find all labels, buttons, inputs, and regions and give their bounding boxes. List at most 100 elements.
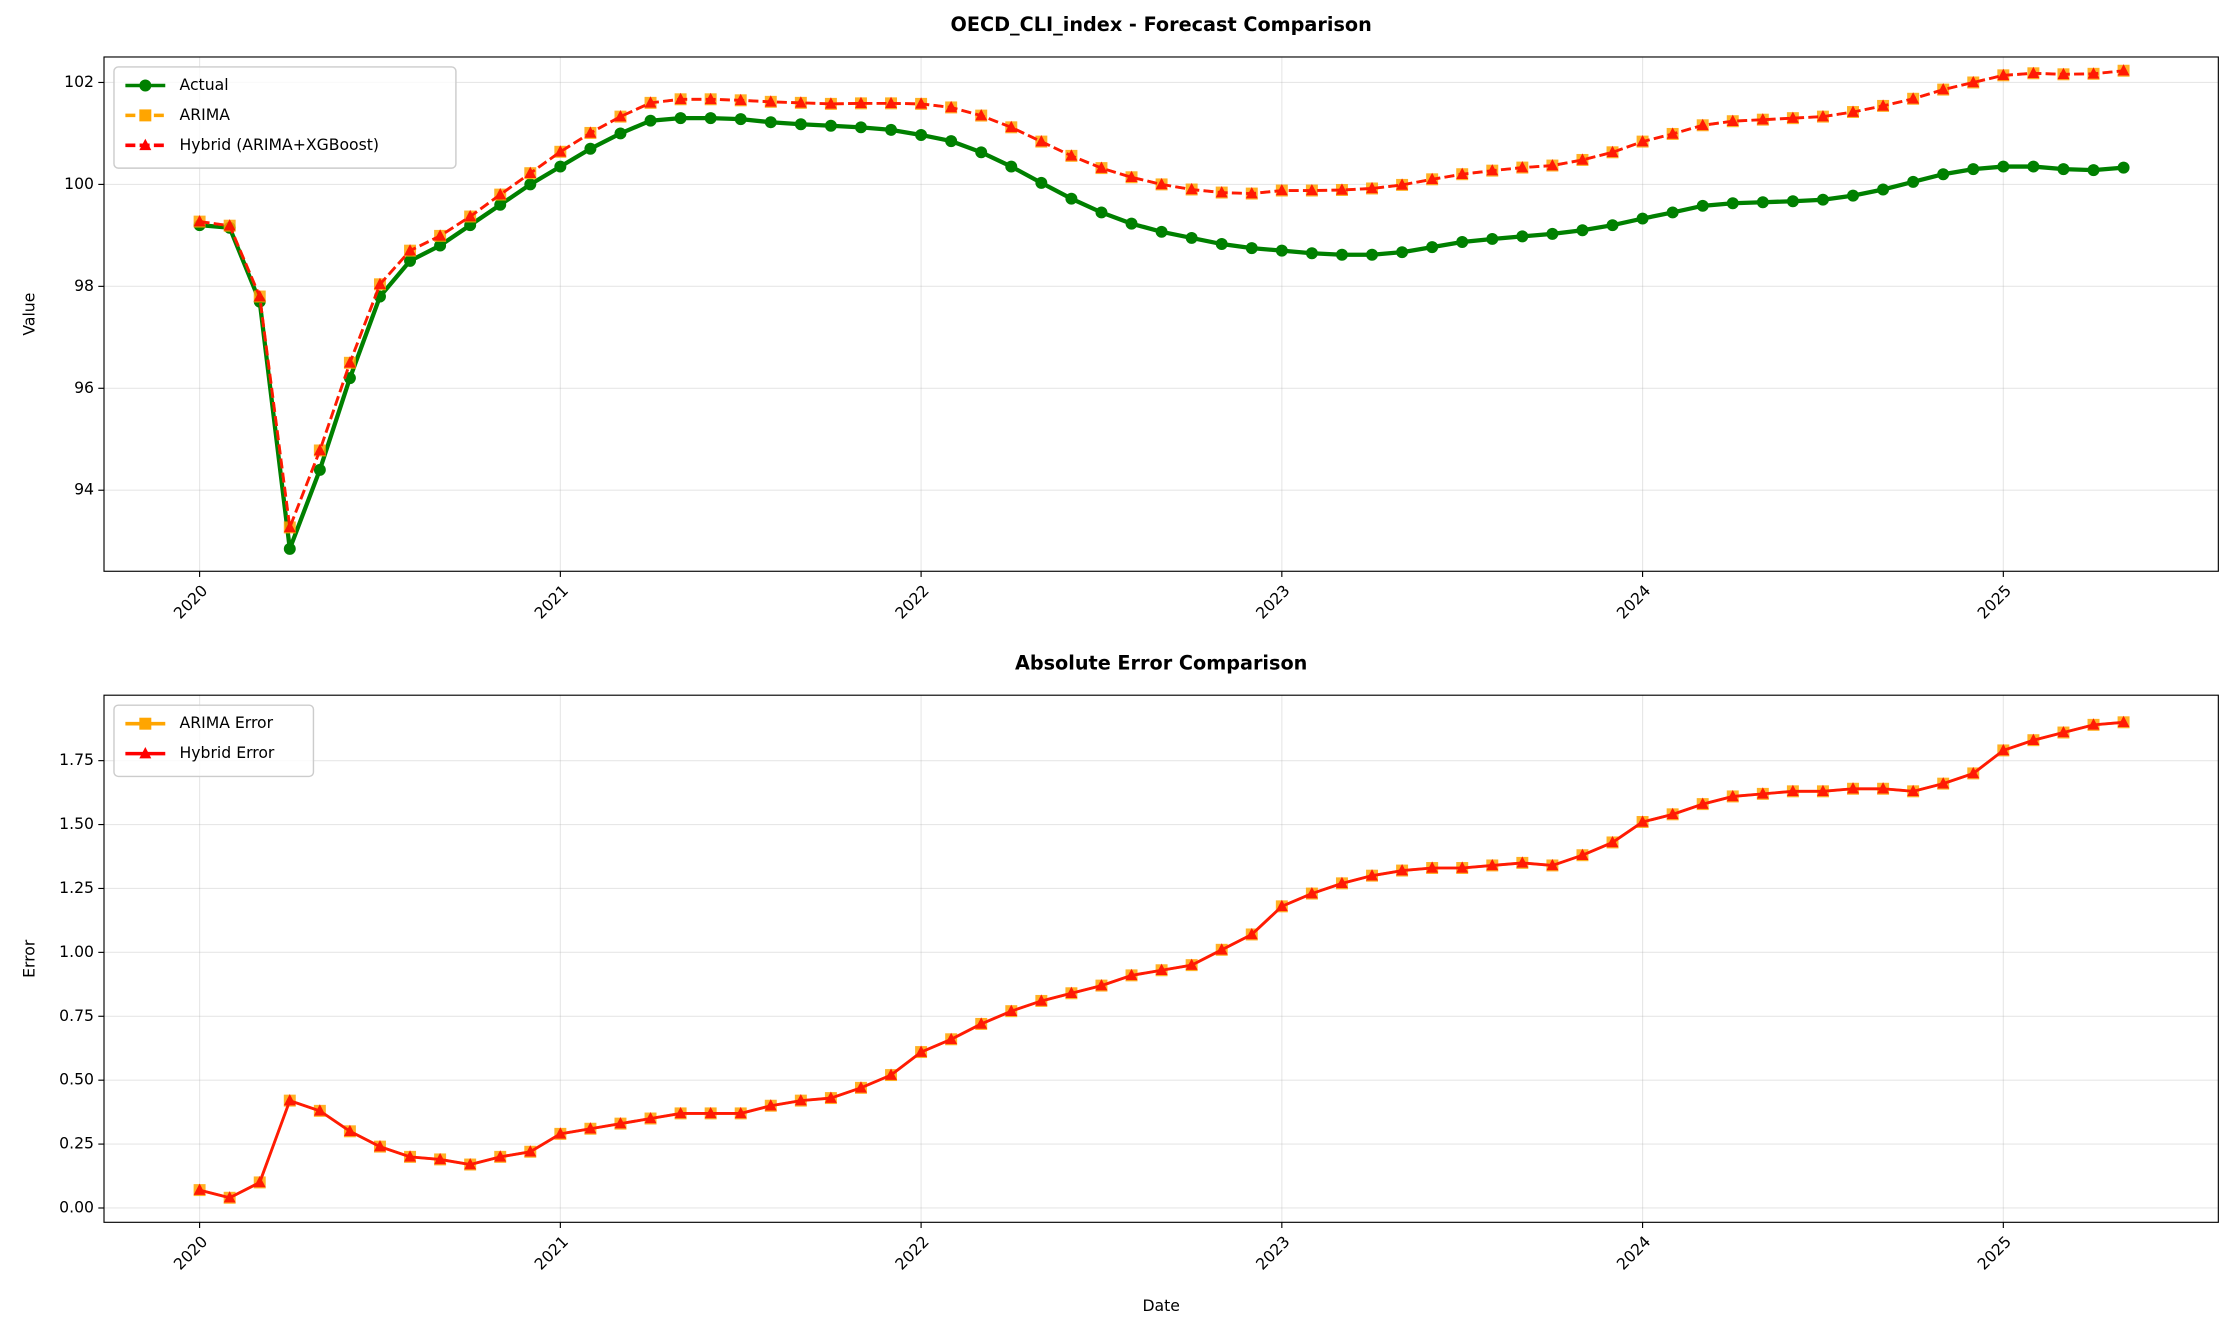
marker (614, 1117, 627, 1129)
marker (1396, 863, 1409, 876)
marker (1095, 206, 1108, 219)
marker (1185, 231, 1198, 244)
marker (1576, 848, 1589, 861)
y-tick-label: 100 (64, 174, 94, 193)
marker (1305, 183, 1318, 196)
marker (1486, 858, 1499, 871)
marker (975, 1017, 988, 1029)
marker (1215, 943, 1228, 955)
marker (734, 113, 747, 126)
marker (1245, 187, 1258, 199)
marker (885, 1068, 898, 1080)
marker (794, 1094, 807, 1106)
y-tick-label: 102 (64, 72, 94, 91)
marker (223, 219, 236, 231)
marker (283, 542, 296, 555)
series (193, 112, 2130, 555)
x-tick-label: 2021 (530, 1232, 572, 1274)
series (193, 715, 2130, 1203)
marker (1305, 886, 1318, 899)
marker (1606, 219, 1619, 232)
marker (1125, 217, 1138, 230)
marker (1185, 958, 1198, 970)
marker (1426, 861, 1439, 873)
marker (824, 97, 837, 109)
series (193, 64, 2130, 533)
marker (794, 118, 807, 131)
marker (1997, 160, 2010, 173)
marker (1095, 161, 1108, 173)
marker (1275, 183, 1288, 196)
marker (1275, 899, 1288, 912)
marker (1065, 192, 1078, 205)
marker (193, 1183, 206, 1195)
marker (674, 112, 687, 125)
marker (1907, 784, 1920, 797)
marker (704, 92, 717, 105)
marker (1756, 113, 1769, 125)
marker (404, 254, 417, 267)
marker (915, 97, 928, 109)
marker (1546, 858, 1559, 871)
marker (1456, 861, 1469, 873)
marker (494, 1150, 507, 1162)
y-tick-label: 1.00 (59, 942, 94, 961)
marker (1245, 927, 1258, 940)
x-tick-label: 2022 (891, 581, 933, 623)
marker (1726, 197, 1739, 210)
marker (434, 239, 447, 252)
y-tick-label: 0.00 (59, 1197, 94, 1216)
marker (343, 1124, 356, 1137)
y-axis-label: Value (19, 293, 38, 336)
marker (794, 96, 807, 108)
marker (2027, 733, 2040, 745)
marker (764, 1099, 777, 1111)
marker (854, 121, 867, 134)
marker (1847, 782, 1859, 794)
marker (1245, 242, 1258, 255)
marker (885, 96, 898, 109)
marker (464, 1157, 477, 1170)
marker (1877, 183, 1890, 196)
marker (1456, 236, 1469, 248)
y-axis-label: Error (19, 939, 38, 978)
x-tick-label: 2024 (1613, 1232, 1655, 1274)
x-tick-label: 2025 (1973, 1232, 2015, 1274)
marker (734, 1106, 747, 1119)
marker (1696, 797, 1709, 809)
plot-frame (103, 56, 2219, 572)
marker (494, 188, 507, 200)
legend-box (113, 66, 457, 169)
marker (1005, 120, 1018, 133)
marker (2057, 725, 2070, 738)
marker (1636, 135, 1649, 147)
marker (1366, 869, 1379, 881)
marker (1967, 75, 1980, 88)
marker (1125, 968, 1138, 981)
marker (824, 119, 837, 132)
marker (584, 126, 597, 138)
marker (2087, 67, 2100, 79)
marker (1786, 195, 1799, 208)
y-tick-label: 96 (74, 378, 94, 397)
marker (885, 123, 898, 136)
marker (1005, 1004, 1018, 1016)
marker (1335, 248, 1348, 261)
marker (1486, 232, 1499, 245)
marker (193, 215, 206, 227)
marker (2027, 66, 2040, 79)
series-line (199, 69, 2124, 528)
marker (1666, 807, 1679, 820)
marker (1756, 196, 1769, 209)
marker (704, 1106, 717, 1119)
marker (614, 127, 627, 140)
x-tick-label: 2021 (530, 581, 572, 623)
marker (1516, 161, 1529, 173)
marker (2057, 163, 2070, 176)
marker (313, 1104, 326, 1116)
marker (1065, 986, 1078, 999)
marker (734, 93, 747, 106)
legend: Actual ARIMA Hybrid (ARIMA+XGBoost) (113, 66, 457, 169)
y-tick-label: 0.75 (59, 1006, 94, 1025)
marker (1366, 248, 1379, 261)
